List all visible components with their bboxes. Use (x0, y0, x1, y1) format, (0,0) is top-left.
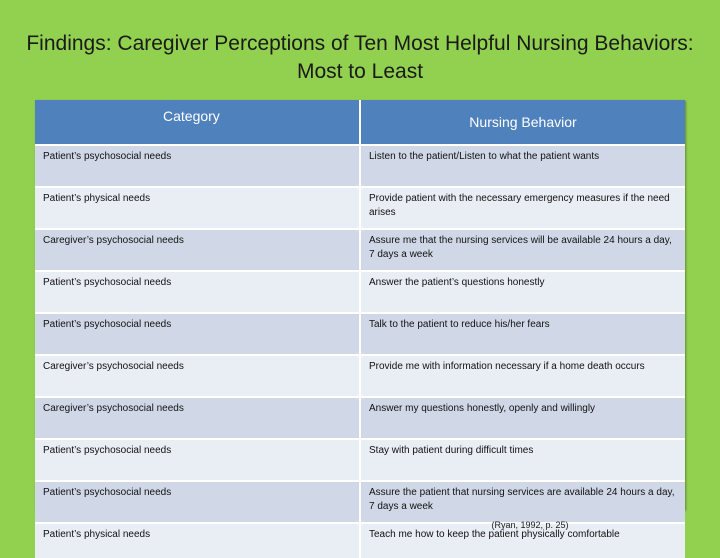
table-row: Caregiver’s psychosocial needs Provide m… (35, 354, 685, 397)
category-cell: Caregiver’s psychosocial needs (35, 228, 361, 271)
category-cell: Patient’s psychosocial needs (35, 144, 361, 187)
table-row: Patient’s physical needs Provide patient… (35, 186, 685, 229)
behavior-cell: Provide me with information necessary if… (360, 354, 685, 397)
behavior-cell: Assure the patient that nursing services… (360, 480, 685, 523)
behavior-cell: Talk to the patient to reduce his/her fe… (360, 312, 685, 355)
column-header-nursing-behavior: Nursing Behavior (360, 100, 685, 145)
category-cell: Caregiver’s psychosocial needs (35, 396, 361, 439)
behavior-cell: Provide patient with the necessary emerg… (360, 186, 685, 229)
behavior-cell: Stay with patient during difficult times (360, 438, 685, 481)
category-cell: Patient’s physical needs (35, 522, 361, 558)
column-header-category: Category (35, 100, 361, 145)
table-row: Caregiver’s psychosocial needs Assure me… (35, 228, 685, 271)
behavior-cell: Assure me that the nursing services will… (360, 228, 685, 271)
citation: (Ryan, 1992, p. 25) (491, 520, 569, 530)
table-row: Patient’s psychosocial needs Listen to t… (35, 144, 685, 187)
category-cell: Patient’s psychosocial needs (35, 312, 361, 355)
behavior-cell: Answer my questions honestly, openly and… (360, 396, 685, 439)
page-title: Findings: Caregiver Perceptions of Ten M… (26, 32, 694, 83)
category-cell: Patient’s psychosocial needs (35, 270, 361, 313)
category-cell: Caregiver’s psychosocial needs (35, 354, 361, 397)
behavior-cell: Listen to the patient/Listen to what the… (360, 144, 685, 187)
table-row: Patient’s psychosocial needs Assure the … (35, 480, 685, 523)
table-row: Patient’s psychosocial needs Answer the … (35, 270, 685, 313)
category-cell: Patient’s psychosocial needs (35, 438, 361, 481)
category-cell: Patient’s physical needs (35, 186, 361, 229)
table-header-row: Category Nursing Behavior (35, 100, 685, 145)
table-row: Patient’s psychosocial needs Talk to the… (35, 312, 685, 355)
table-row: Patient’s psychosocial needs Stay with p… (35, 438, 685, 481)
behavior-cell: Answer the patient’s questions honestly (360, 270, 685, 313)
behaviors-table: Category Nursing Behavior Patient’s psyc… (35, 100, 685, 558)
behaviors-table-container: Category Nursing Behavior Patient’s psyc… (35, 100, 685, 558)
category-cell: Patient’s psychosocial needs (35, 480, 361, 523)
table-row: Caregiver’s psychosocial needs Answer my… (35, 396, 685, 439)
